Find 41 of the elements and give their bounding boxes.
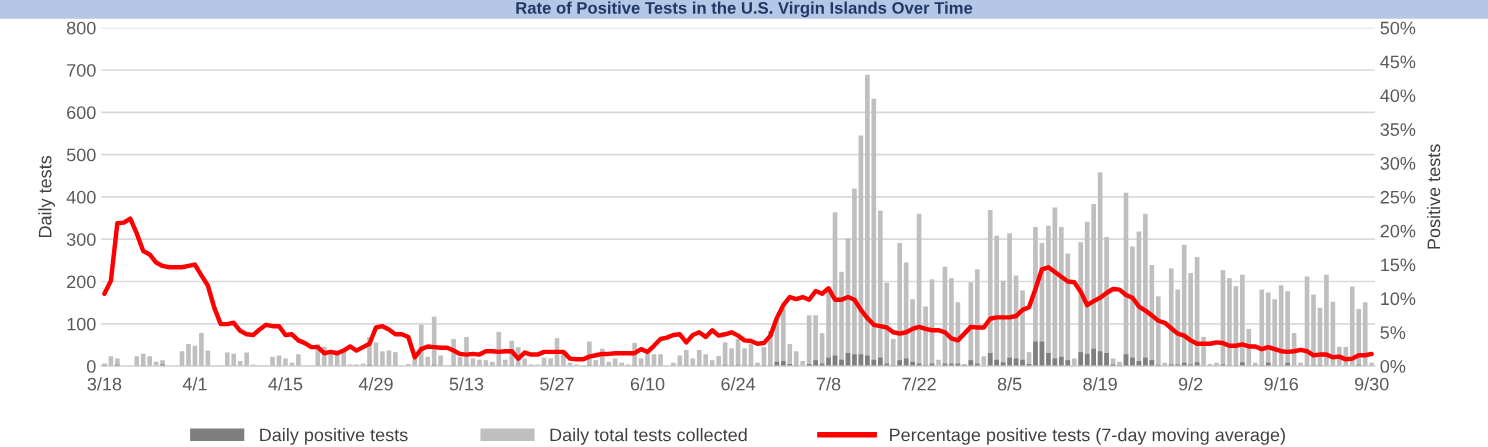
y2-tick-label: 5% [1380, 326, 1406, 339]
y2-tick-label: 10% [1381, 292, 1416, 306]
legend-label: Percentage positive tests (7-day moving average) [890, 428, 1285, 445]
y-axis-title: Daily tests [38, 155, 56, 238]
y-tick-label: 100 [67, 317, 96, 331]
y-tick-label: 800 [66, 21, 96, 35]
y2-tick-label: 45% [1380, 55, 1416, 69]
y2-tick-label: 40% [1380, 89, 1416, 103]
x-tick-label: 8/5 [997, 377, 1022, 391]
y-tick-label: 400 [66, 190, 96, 204]
legend-label: Daily positive tests [260, 428, 408, 445]
x-tick-label: 8/19 [1083, 377, 1117, 391]
y-tick-label: 300 [66, 233, 96, 246]
x-tick-label: 9/30 [1354, 377, 1389, 391]
y-tick-label: 200 [67, 275, 96, 289]
x-tick-label: 4/15 [268, 377, 303, 391]
x-tick-label: 4/1 [182, 377, 207, 391]
y2-tick-label: 35% [1380, 123, 1416, 136]
x-tick-label: 4/29 [358, 377, 393, 391]
x-tick-label: 7/8 [816, 377, 841, 391]
y-tick-label: 600 [67, 106, 96, 120]
x-tick-label: 9/2 [1178, 377, 1203, 391]
y-tick-label: 700 [67, 63, 96, 77]
x-tick-label: 5/27 [540, 377, 574, 391]
x-tick-label: 7/22 [902, 377, 936, 391]
x-tick-label: 6/24 [721, 377, 756, 391]
y2-tick-label: 50% [1380, 21, 1416, 35]
y2-tick-label: 20% [1380, 224, 1416, 238]
legend-label: Daily total tests collected [550, 428, 747, 445]
x-tick-label: 3/18 [87, 377, 122, 391]
x-tick-label: 5/13 [449, 377, 484, 391]
y2-tick-label: 0% [1380, 360, 1406, 373]
x-tick-label: 6/10 [630, 377, 665, 391]
x-tick-label: 9/16 [1264, 377, 1298, 391]
y-tick-label: 0 [86, 360, 96, 373]
y2-tick-label: 30% [1380, 157, 1416, 170]
chart-title: Rate of Positive Tests in the U.S. Virgin Islands Over Time [516, 1, 973, 18]
y-tick-label: 500 [66, 148, 96, 162]
y2-tick-label: 15% [1381, 258, 1416, 272]
y2-axis-title: Positive tests [1427, 144, 1441, 249]
y2-tick-label: 25% [1380, 190, 1416, 204]
